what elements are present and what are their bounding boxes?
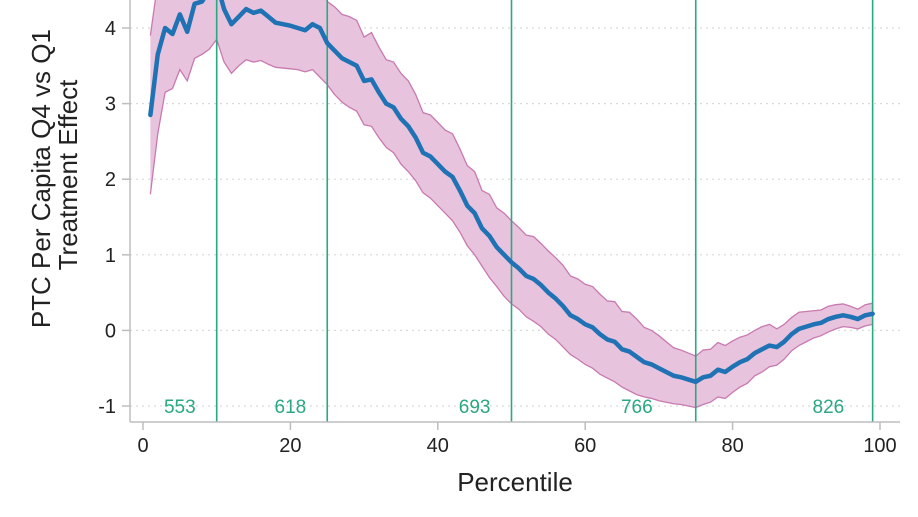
vline-label-826: 826 xyxy=(813,397,845,418)
y-tick-label-3: 3 xyxy=(105,94,116,116)
y-tick-label--1: -1 xyxy=(98,396,116,418)
x-tick-label-60: 60 xyxy=(574,435,596,457)
x-tick-label-20: 20 xyxy=(279,435,301,457)
vline-label-766: 766 xyxy=(621,397,653,418)
series-line xyxy=(148,0,875,385)
series-line-layer xyxy=(148,0,875,385)
y-tick-label-0: 0 xyxy=(105,320,116,342)
vline-label-618: 618 xyxy=(275,397,307,418)
x-tick-label-100: 100 xyxy=(863,435,896,457)
x-axis-title: Percentile xyxy=(457,467,573,497)
y-tick-label-2: 2 xyxy=(105,169,116,191)
x-tick-label-40: 40 xyxy=(427,435,449,457)
y-tick-label-4: 4 xyxy=(105,18,116,40)
y-axis-title-line-1: PTC Per Capita Q4 vs Q1 xyxy=(26,29,56,328)
y-tick-label-1: 1 xyxy=(105,245,116,267)
vline-label-693: 693 xyxy=(459,397,491,418)
x-tick-label-0: 0 xyxy=(137,435,148,457)
x-tick-label-80: 80 xyxy=(721,435,743,457)
y-axis-title: PTC Per Capita Q4 vs Q1 Treatment Effect xyxy=(26,22,83,328)
confidence-band xyxy=(150,0,873,408)
vline-label-553: 553 xyxy=(164,397,196,418)
vertical-lines-layer: 553 618 693 766 826 xyxy=(164,0,874,422)
y-axis-title-line-2: Treatment Effect xyxy=(53,79,83,271)
